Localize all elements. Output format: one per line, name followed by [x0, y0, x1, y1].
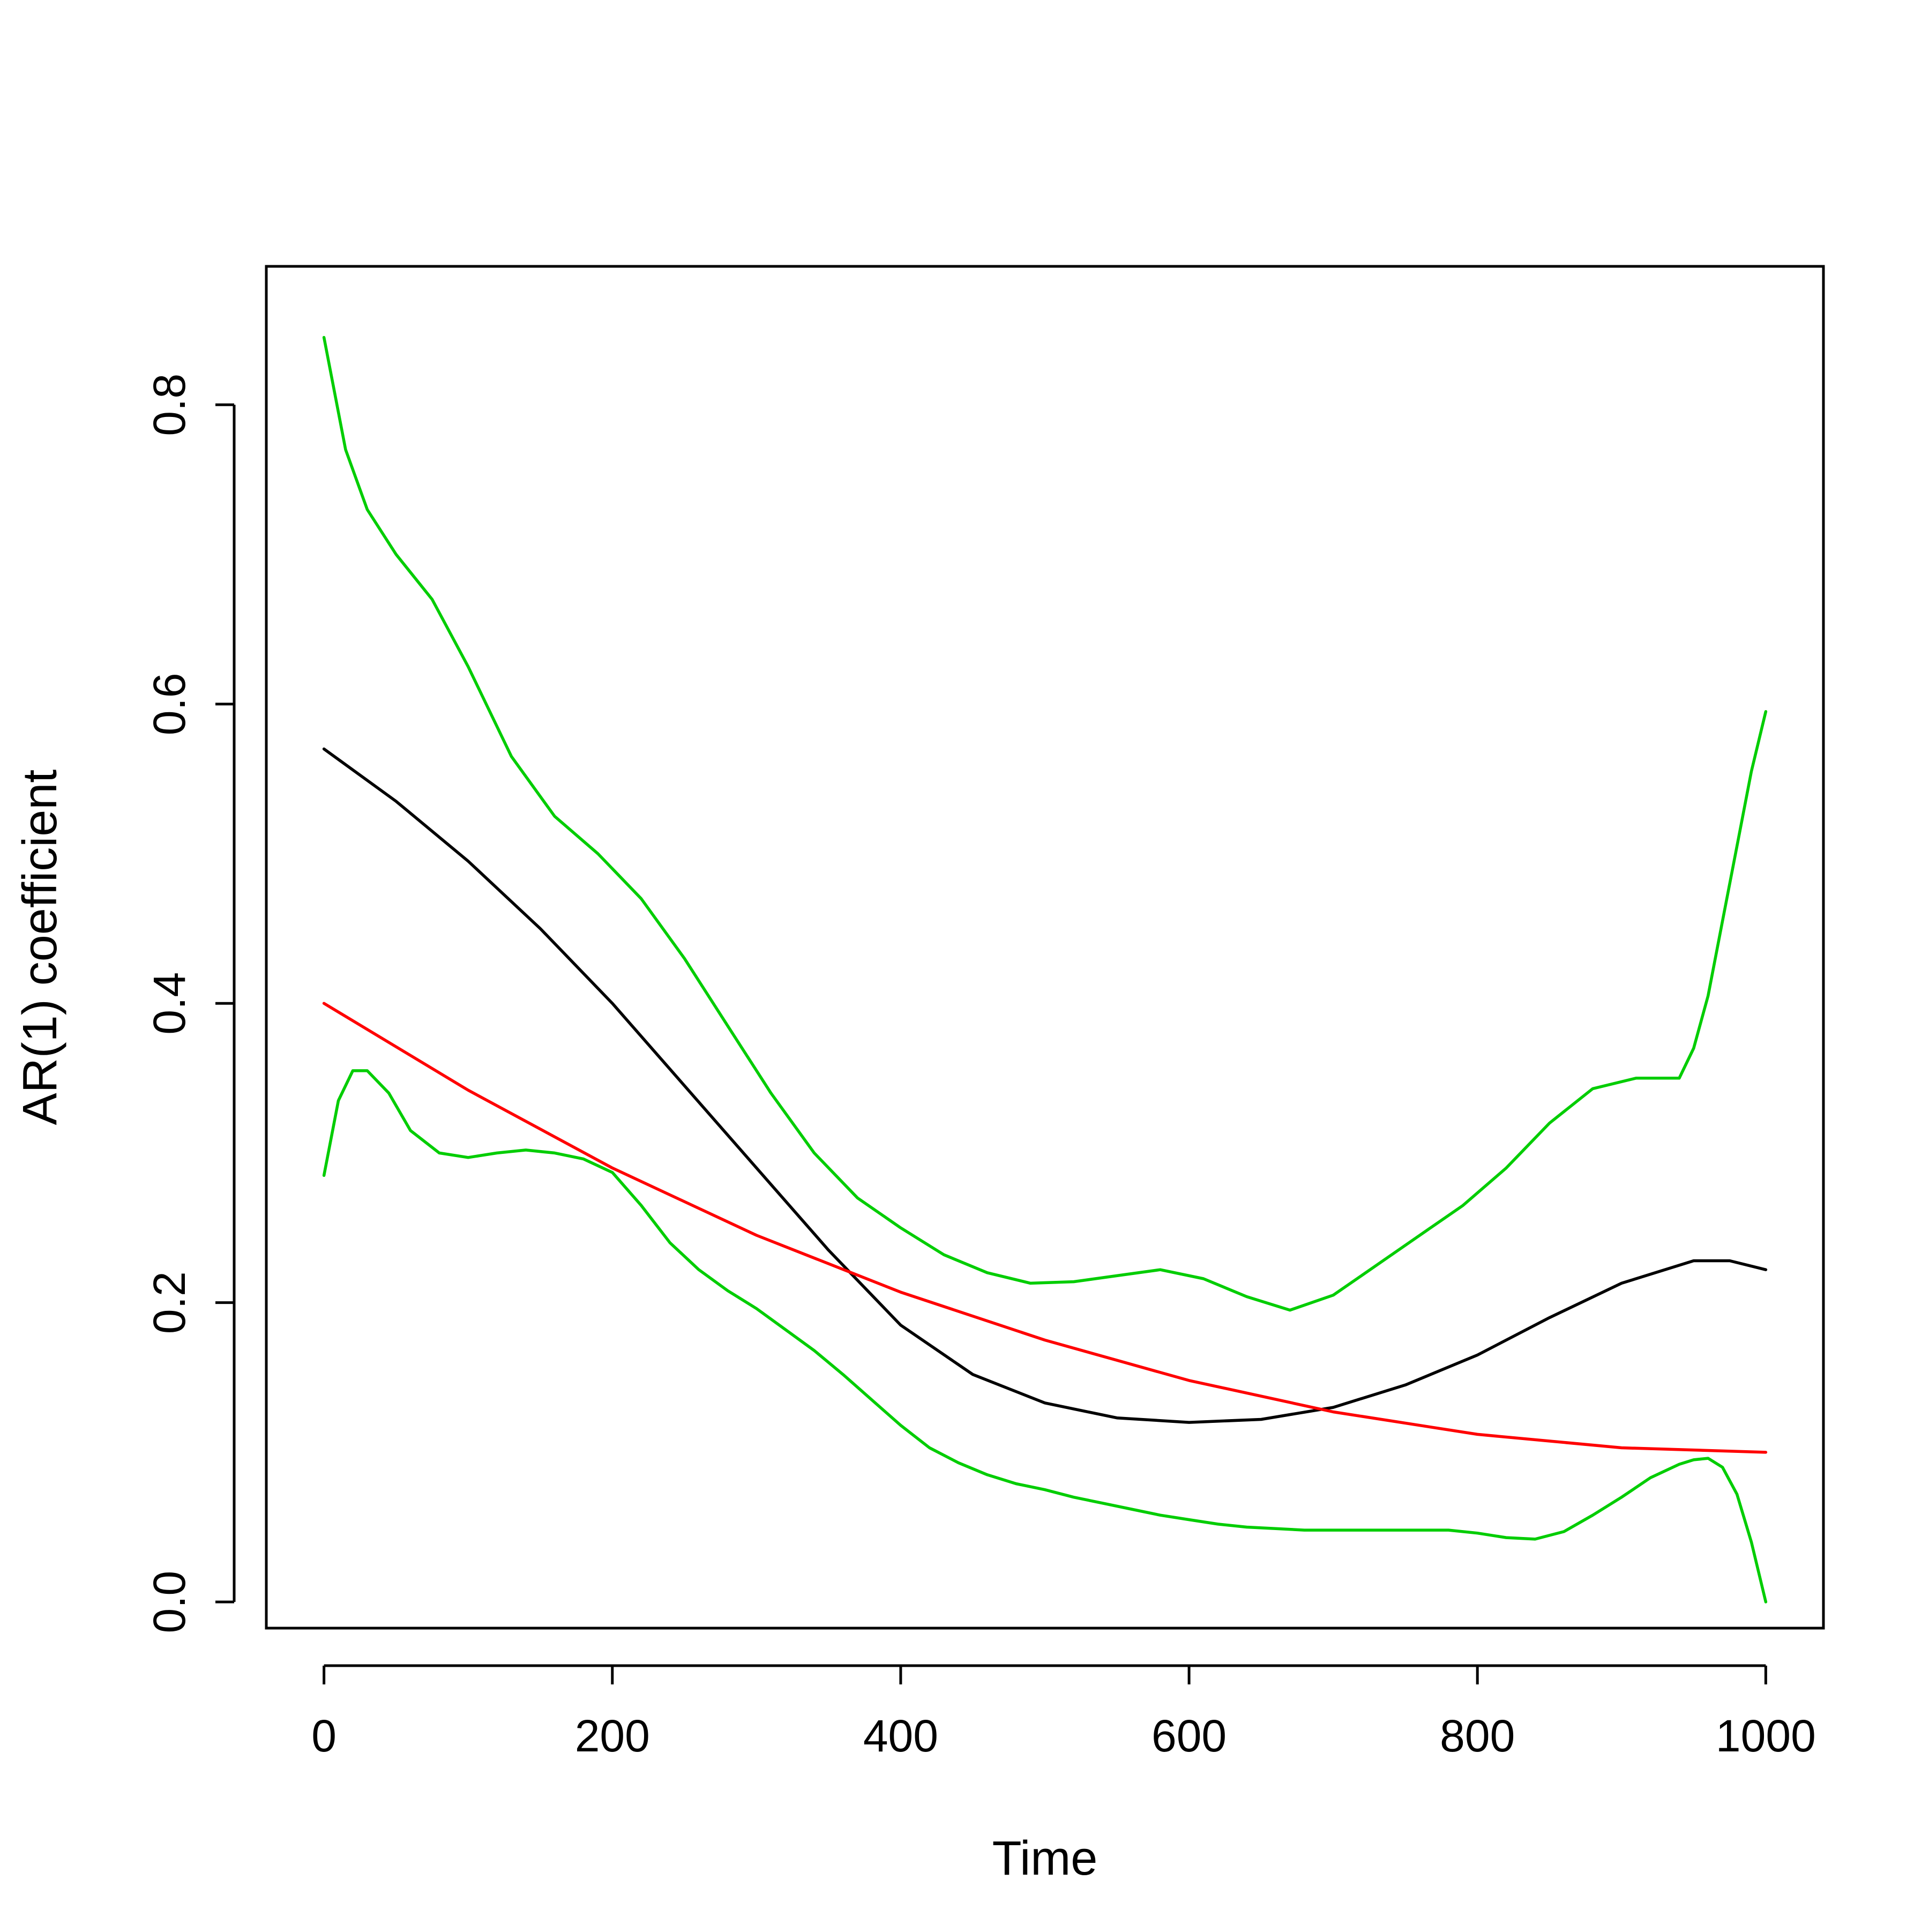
series-point	[1189, 1380, 1190, 1381]
series-1	[322, 335, 1768, 1312]
series-point	[367, 509, 368, 510]
series-point	[1131, 1509, 1132, 1510]
series-point	[1304, 1530, 1305, 1531]
x-tick-label: 200	[575, 1711, 650, 1761]
series-line	[322, 747, 1768, 1424]
y-tick-label: 0.4	[144, 972, 195, 1035]
series-point	[756, 1235, 757, 1236]
series-point	[1160, 1515, 1161, 1516]
plot-frame	[265, 265, 1825, 1630]
series-point	[684, 958, 685, 959]
series-point	[1448, 1530, 1449, 1531]
x-tick-label: 800	[1440, 1711, 1515, 1761]
series-point	[1390, 1530, 1391, 1531]
series-point	[1419, 1530, 1420, 1531]
series-point	[410, 1130, 411, 1131]
series-point	[1189, 1422, 1190, 1423]
series-line	[322, 335, 1768, 1312]
series-point	[1189, 1519, 1190, 1520]
series-point	[756, 1308, 757, 1309]
series-point	[396, 801, 397, 802]
y-axis: 0.0 0.2 0.4 0.6 0.8	[144, 374, 236, 1633]
series-point	[1333, 1407, 1334, 1408]
series-point	[900, 1425, 901, 1426]
x-tick-label: 0	[311, 1711, 337, 1761]
y-tick-label: 0.8	[144, 374, 195, 436]
series-point	[785, 1329, 786, 1330]
series-3	[322, 747, 1768, 1424]
series-point	[1693, 1459, 1694, 1460]
series-line	[322, 1002, 1768, 1454]
series-point	[1592, 1088, 1593, 1089]
series-layer	[322, 335, 1768, 1603]
series-point	[1030, 1283, 1031, 1284]
series-point	[367, 1070, 368, 1071]
series-point	[1477, 1434, 1478, 1435]
x-tick-label: 400	[863, 1711, 938, 1761]
series-point	[1549, 1317, 1550, 1318]
y-axis-title: AR(1) coefficient	[13, 770, 67, 1125]
series-2	[322, 1069, 1768, 1603]
y-tick-label: 0.0	[144, 1571, 195, 1633]
series-point	[396, 554, 397, 555]
series-point	[1592, 1515, 1593, 1516]
x-axis: 0 200 400 600 800 1000	[311, 1664, 1816, 1761]
series-line	[322, 1069, 1768, 1603]
series-point	[597, 853, 598, 854]
series-point	[684, 1085, 685, 1086]
series-point	[1419, 1235, 1420, 1236]
series-point	[1693, 1260, 1694, 1261]
series-point	[338, 1100, 339, 1101]
series-point	[511, 756, 512, 757]
series-point	[1275, 1528, 1276, 1529]
series-point	[900, 1292, 901, 1293]
y-tick-label: 0.6	[144, 673, 195, 735]
x-tick-label: 1000	[1716, 1711, 1816, 1761]
x-axis-title: Time	[992, 1832, 1098, 1885]
series-point	[1246, 1296, 1247, 1297]
series-point	[1751, 771, 1752, 772]
series-point	[987, 1474, 988, 1475]
series-point	[1621, 1283, 1622, 1284]
series-point	[1333, 1530, 1334, 1531]
series-point	[1073, 1281, 1074, 1282]
series-point	[540, 928, 541, 929]
y-tick-label: 0.2	[144, 1271, 195, 1334]
series-4	[322, 1002, 1768, 1454]
x-tick-label: 600	[1152, 1711, 1227, 1761]
series-point	[987, 1272, 988, 1273]
